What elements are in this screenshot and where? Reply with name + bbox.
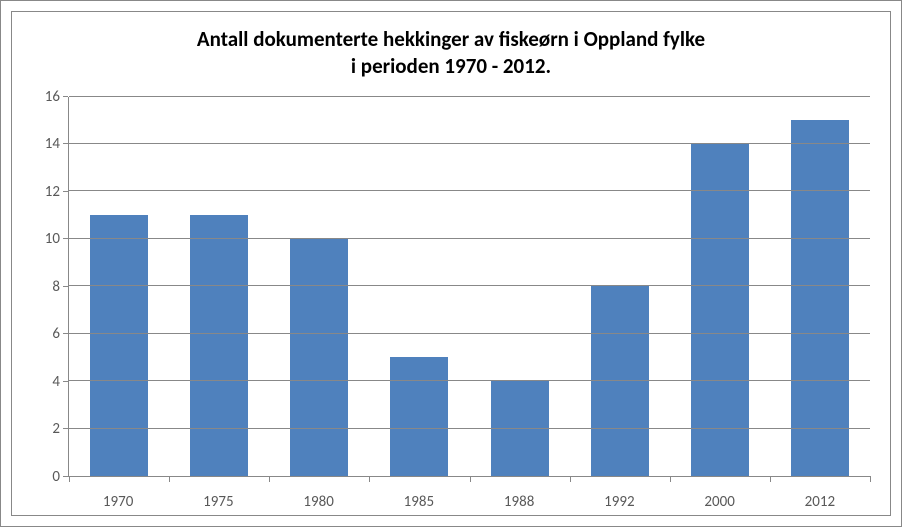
x-tick-label: 1988 (469, 487, 569, 515)
y-tick-label: 8 (52, 278, 60, 296)
plot-region: 0246810121416 (30, 97, 870, 477)
y-tick-label: 6 (52, 325, 60, 343)
gridline (69, 143, 870, 144)
x-tick-mark (570, 476, 571, 482)
bar-slot (470, 97, 570, 476)
bar (691, 144, 749, 476)
gridline (69, 380, 870, 381)
x-tick-label: 1975 (168, 487, 268, 515)
x-tick-label: 2000 (670, 487, 770, 515)
bar-slot (670, 97, 770, 476)
bar (90, 215, 148, 476)
gridline (69, 428, 870, 429)
x-tick-label: 2012 (770, 487, 870, 515)
bar (290, 239, 348, 476)
chart-title-line1: Antall dokumenterte hekkinger av fiskeør… (197, 26, 705, 52)
y-tick-label: 14 (45, 135, 60, 153)
bar (390, 357, 448, 476)
bar-slot (369, 97, 469, 476)
bar-slot (169, 97, 269, 476)
bar-slot (770, 97, 870, 476)
plot-area (68, 97, 870, 477)
bars-layer (69, 97, 870, 476)
x-tick-mark (269, 476, 270, 482)
x-tick-label: 1985 (369, 487, 469, 515)
x-tick-mark (69, 476, 70, 482)
y-tick-label: 12 (45, 183, 60, 201)
x-tick-mark (369, 476, 370, 482)
x-tick-label: 1970 (68, 487, 168, 515)
x-axis: 19701975198019851988199220002012 (68, 487, 870, 515)
bar-slot (269, 97, 369, 476)
gridline (69, 285, 870, 286)
bar (190, 215, 248, 476)
y-tick-label: 2 (52, 420, 60, 438)
bar-slot (570, 97, 670, 476)
bar (491, 381, 549, 476)
y-axis: 0246810121416 (30, 97, 68, 477)
y-tick-label: 10 (45, 230, 60, 248)
gridline (69, 96, 870, 97)
x-tick-mark (770, 476, 771, 482)
x-tick-mark (169, 476, 170, 482)
gridline (69, 238, 870, 239)
x-tick-label: 1980 (269, 487, 369, 515)
y-tick-label: 0 (52, 468, 60, 486)
x-tick-mark (870, 476, 871, 482)
y-tick-label: 16 (45, 88, 60, 106)
chart-title: Antall dokumenterte hekkinger av fiskeør… (12, 12, 890, 89)
gridline (69, 333, 870, 334)
chart-container: Antall dokumenterte hekkinger av fiskeør… (0, 0, 902, 527)
x-tick-label: 1992 (569, 487, 669, 515)
chart-title-line2: i perioden 1970 - 2012. (351, 53, 551, 79)
bar-slot (69, 97, 169, 476)
x-tick-mark (470, 476, 471, 482)
y-tick-label: 4 (52, 373, 60, 391)
x-tick-mark (670, 476, 671, 482)
bar (791, 120, 849, 476)
chart-inner-frame: Antall dokumenterte hekkinger av fiskeør… (11, 11, 891, 516)
gridline (69, 190, 870, 191)
